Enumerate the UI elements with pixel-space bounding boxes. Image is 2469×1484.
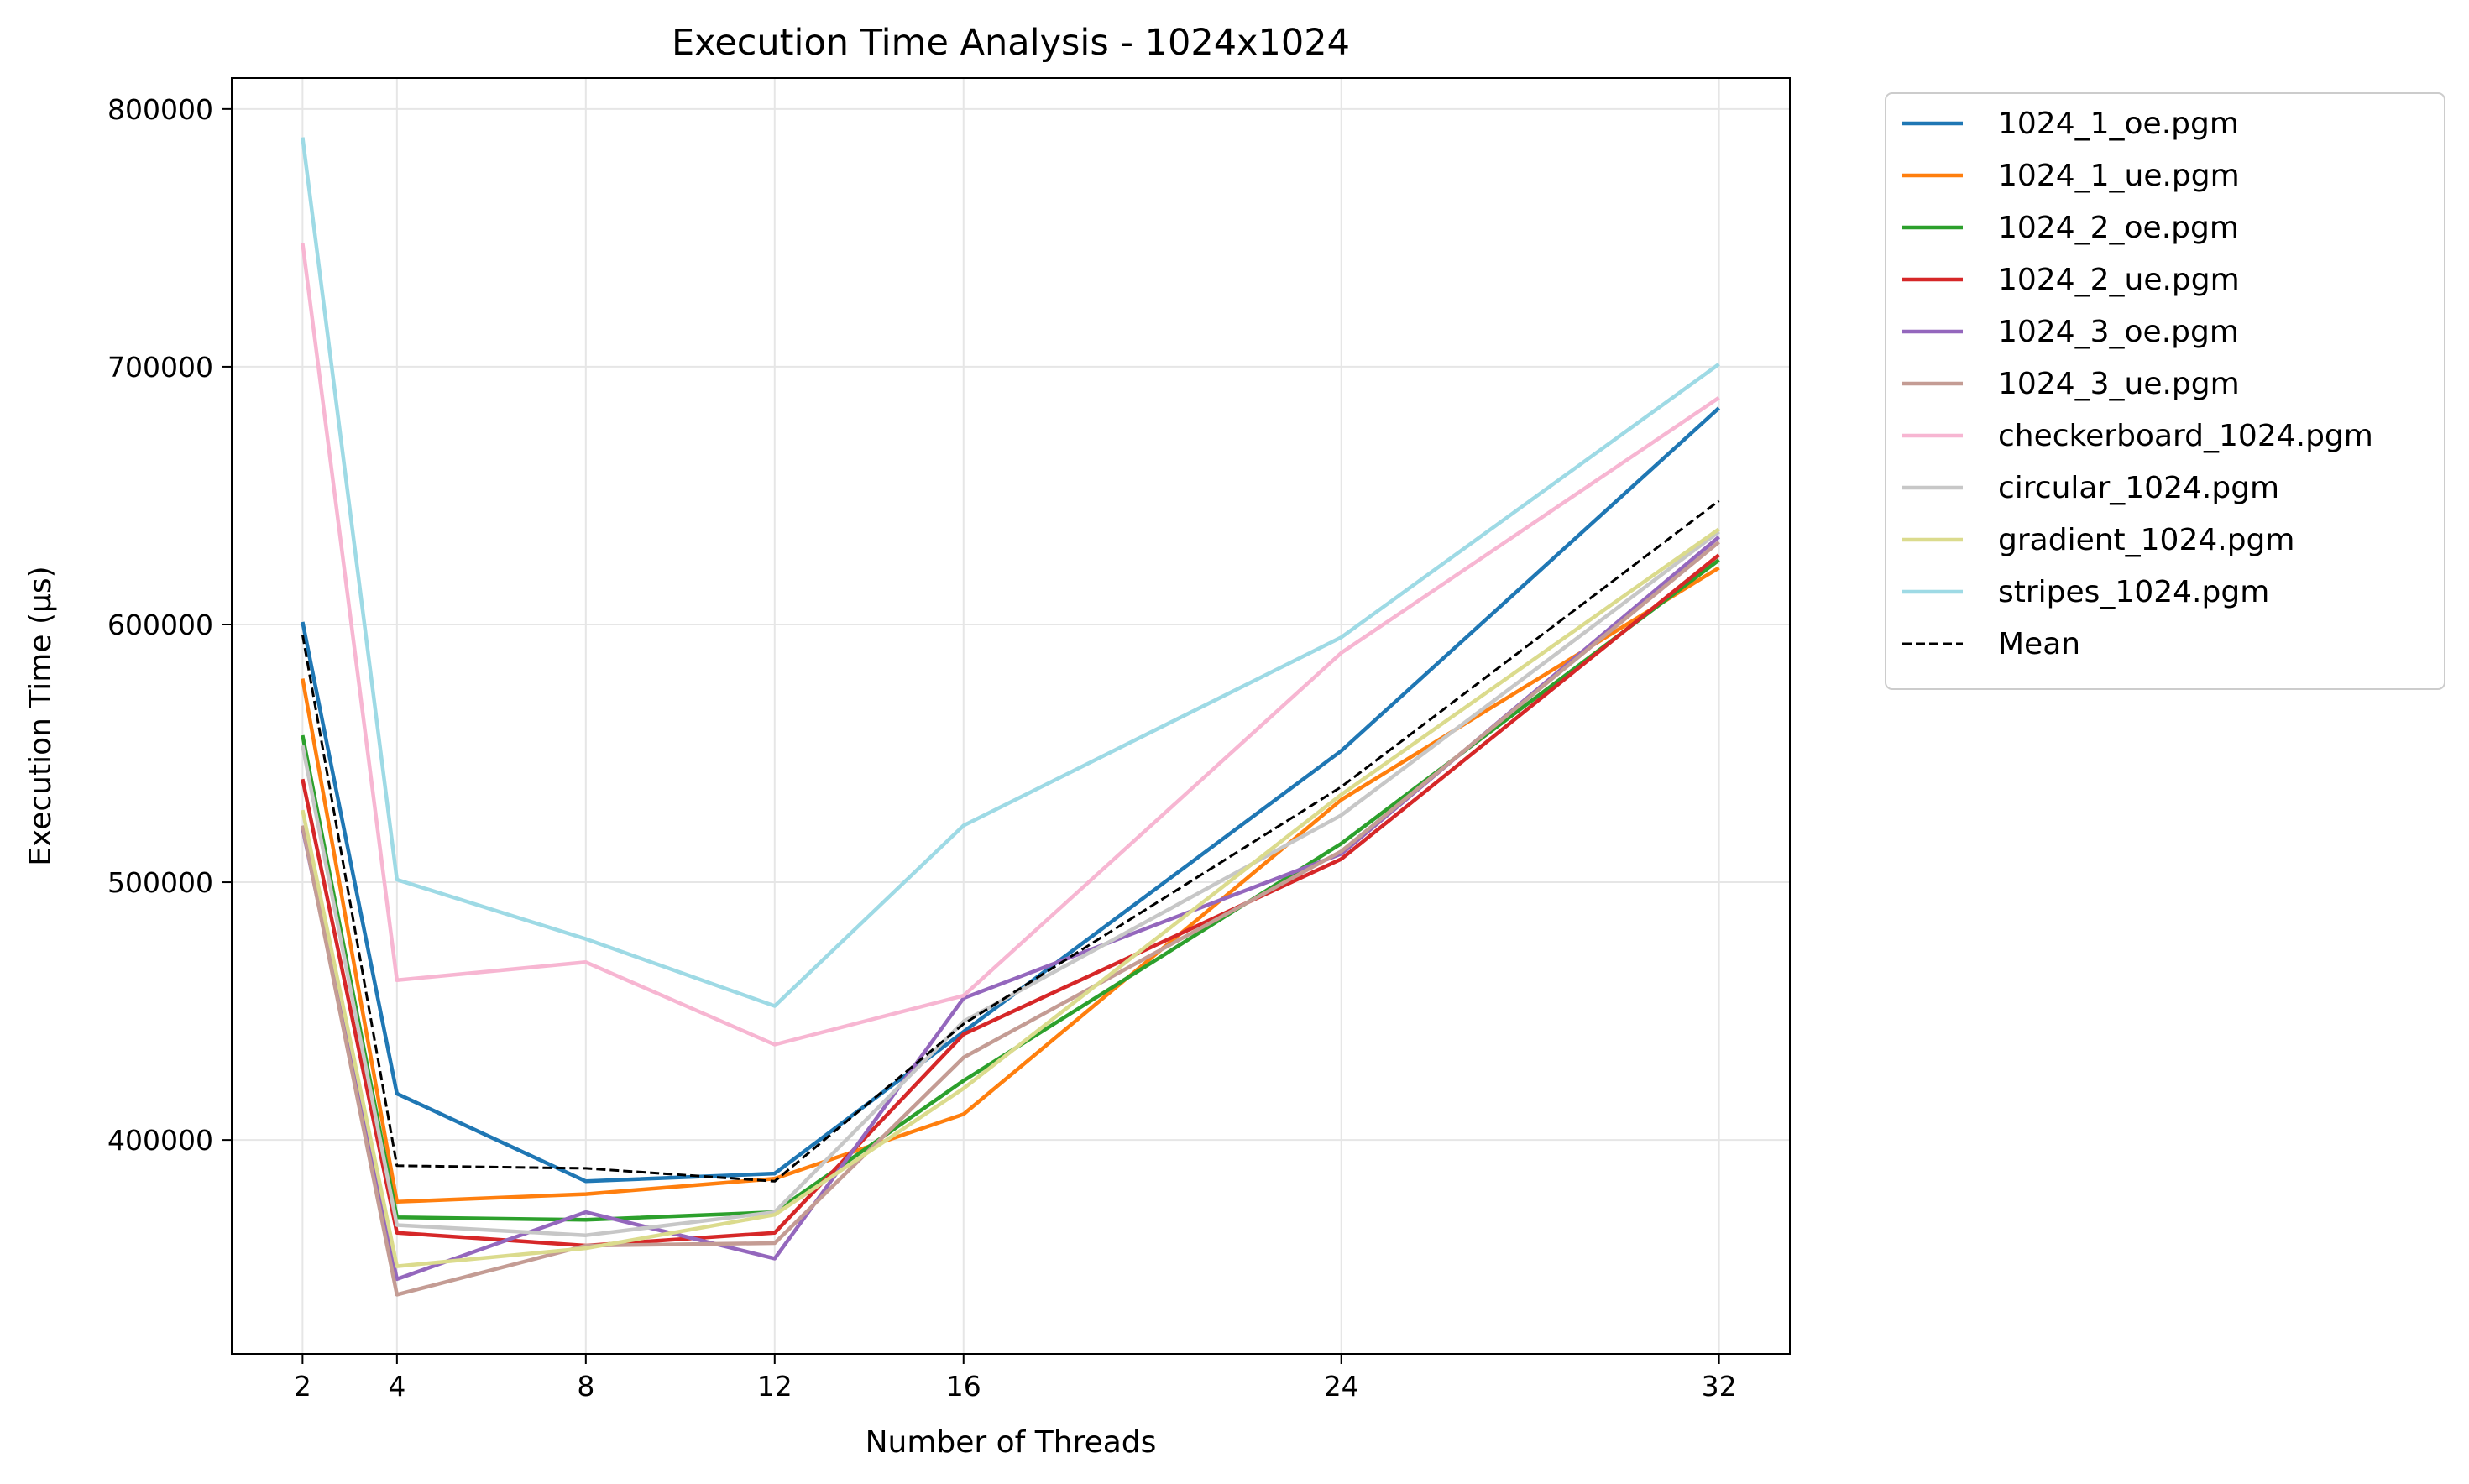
series-line-7 (301, 530, 1720, 1237)
chart-title: Execution Time Analysis - 1024x1024 (672, 22, 1350, 64)
series-line-4 (301, 535, 1721, 1282)
y-tick-label: 800000 (107, 93, 213, 126)
legend-label: 1024_1_oe.pgm (1998, 107, 2239, 141)
y-tick-label: 600000 (107, 609, 213, 641)
legend-label: checkerboard_1024.pgm (1998, 419, 2373, 453)
plot-frame (231, 77, 1791, 1355)
legend-label: circular_1024.pgm (1998, 471, 2279, 505)
series-line-9 (301, 137, 1720, 1008)
x-axis: 2 4 8 12 16 24 32 (294, 1354, 1737, 1403)
series-line-5 (301, 540, 1721, 1297)
y-tick-label: 500000 (107, 866, 213, 899)
series-line-0 (301, 406, 1721, 1184)
x-tick-label: 24 (1324, 1370, 1359, 1403)
series-line-1 (301, 566, 1720, 1204)
legend-label: 1024_3_ue.pgm (1998, 367, 2240, 401)
series-line-6 (301, 243, 1720, 1047)
legend-label: gradient_1024.pgm (1998, 523, 2294, 557)
series-line-8 (301, 527, 1720, 1268)
x-tick-label: 32 (1702, 1370, 1737, 1403)
legend-label: stripes_1024.pgm (1998, 575, 2269, 609)
y-axis-title: Execution Time (µs) (24, 566, 58, 865)
legend-label: 1024_1_ue.pgm (1998, 159, 2240, 193)
x-tick-label: 2 (294, 1370, 311, 1403)
x-tick-label: 4 (388, 1370, 405, 1403)
legend-label: 1024_2_oe.pgm (1998, 211, 2239, 245)
legend-label: 1024_3_oe.pgm (1998, 315, 2239, 349)
legend-label: Mean (1998, 627, 2080, 661)
y-axis: 400000 500000 600000 700000 800000 (107, 93, 232, 1157)
x-tick-label: 16 (946, 1370, 981, 1403)
y-tick-label: 400000 (107, 1124, 213, 1157)
series-lines (301, 137, 1721, 1297)
x-tick-label: 8 (577, 1370, 594, 1403)
series-line-3 (301, 553, 1721, 1248)
legend-box (1885, 92, 2445, 690)
x-axis-title: Number of Threads (866, 1425, 1157, 1460)
legend: 1024_1_oe.pgm 1024_1_ue.pgm 1024_2_oe.pgm 1… (1885, 92, 2445, 690)
y-tick-label: 700000 (107, 351, 213, 384)
legend-label: 1024_2_ue.pgm (1998, 263, 2240, 297)
series-line-10 (301, 499, 1720, 1183)
x-tick-label: 12 (757, 1370, 792, 1403)
grid-lines (232, 78, 1790, 1354)
